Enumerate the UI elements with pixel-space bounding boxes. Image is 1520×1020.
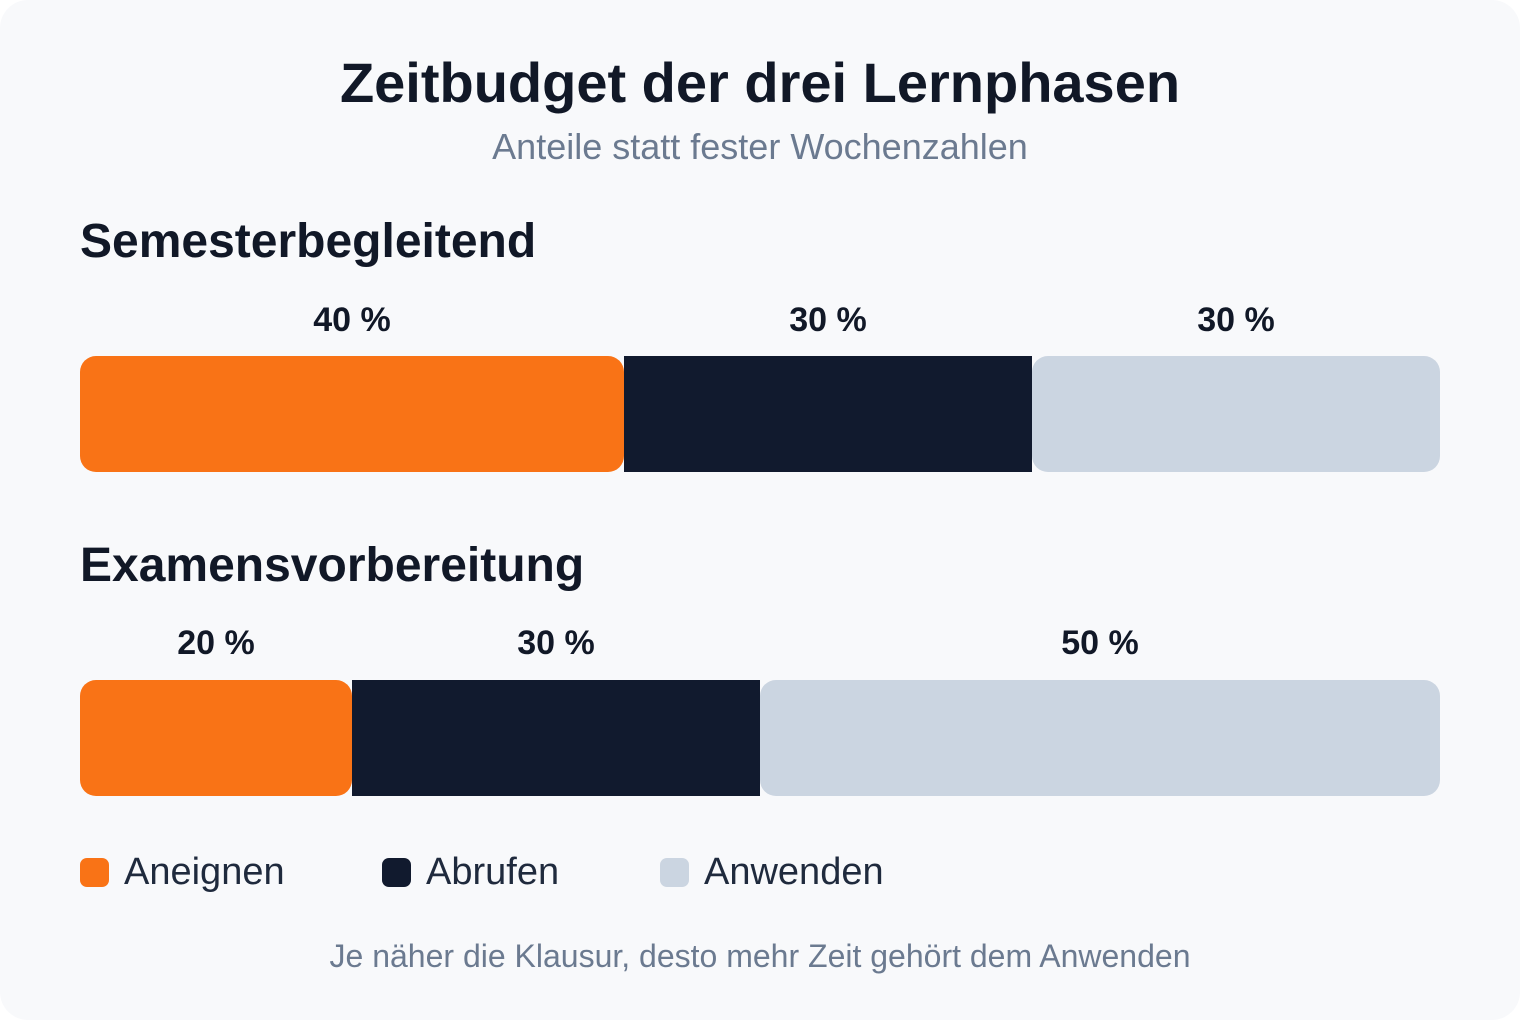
- value-label: 50 %: [1061, 624, 1139, 662]
- stacked-bar: [80, 356, 1440, 472]
- bar-segment: [80, 356, 624, 472]
- legend-swatch: [382, 858, 411, 887]
- value-label: 30 %: [1197, 301, 1275, 339]
- stacked-bar: [80, 680, 1440, 796]
- value-label: 20 %: [177, 624, 255, 662]
- category-label: Semesterbegleitend: [80, 215, 537, 268]
- value-label: 30 %: [789, 301, 867, 339]
- bar-segment: [352, 680, 760, 796]
- chart-footnote: Je näher die Klausur, desto mehr Zeit ge…: [329, 938, 1191, 974]
- legend-label: Anwenden: [704, 851, 884, 893]
- bar-segment: [80, 680, 352, 796]
- bar-segment: [1032, 356, 1440, 472]
- bar-segment: [760, 680, 1440, 796]
- bar-segment: [624, 356, 1032, 472]
- value-label: 30 %: [517, 624, 595, 662]
- legend-swatch: [80, 858, 109, 887]
- legend-label: Abrufen: [426, 851, 560, 893]
- category-label: Examensvorbereitung: [80, 539, 585, 592]
- legend-label: Aneignen: [124, 851, 285, 893]
- chart-subtitle: Anteile statt fester Wochenzahlen: [492, 126, 1028, 167]
- legend-swatch: [660, 858, 689, 887]
- value-label: 40 %: [313, 301, 391, 339]
- chart-title: Zeitbudget der drei Lernphasen: [339, 51, 1181, 114]
